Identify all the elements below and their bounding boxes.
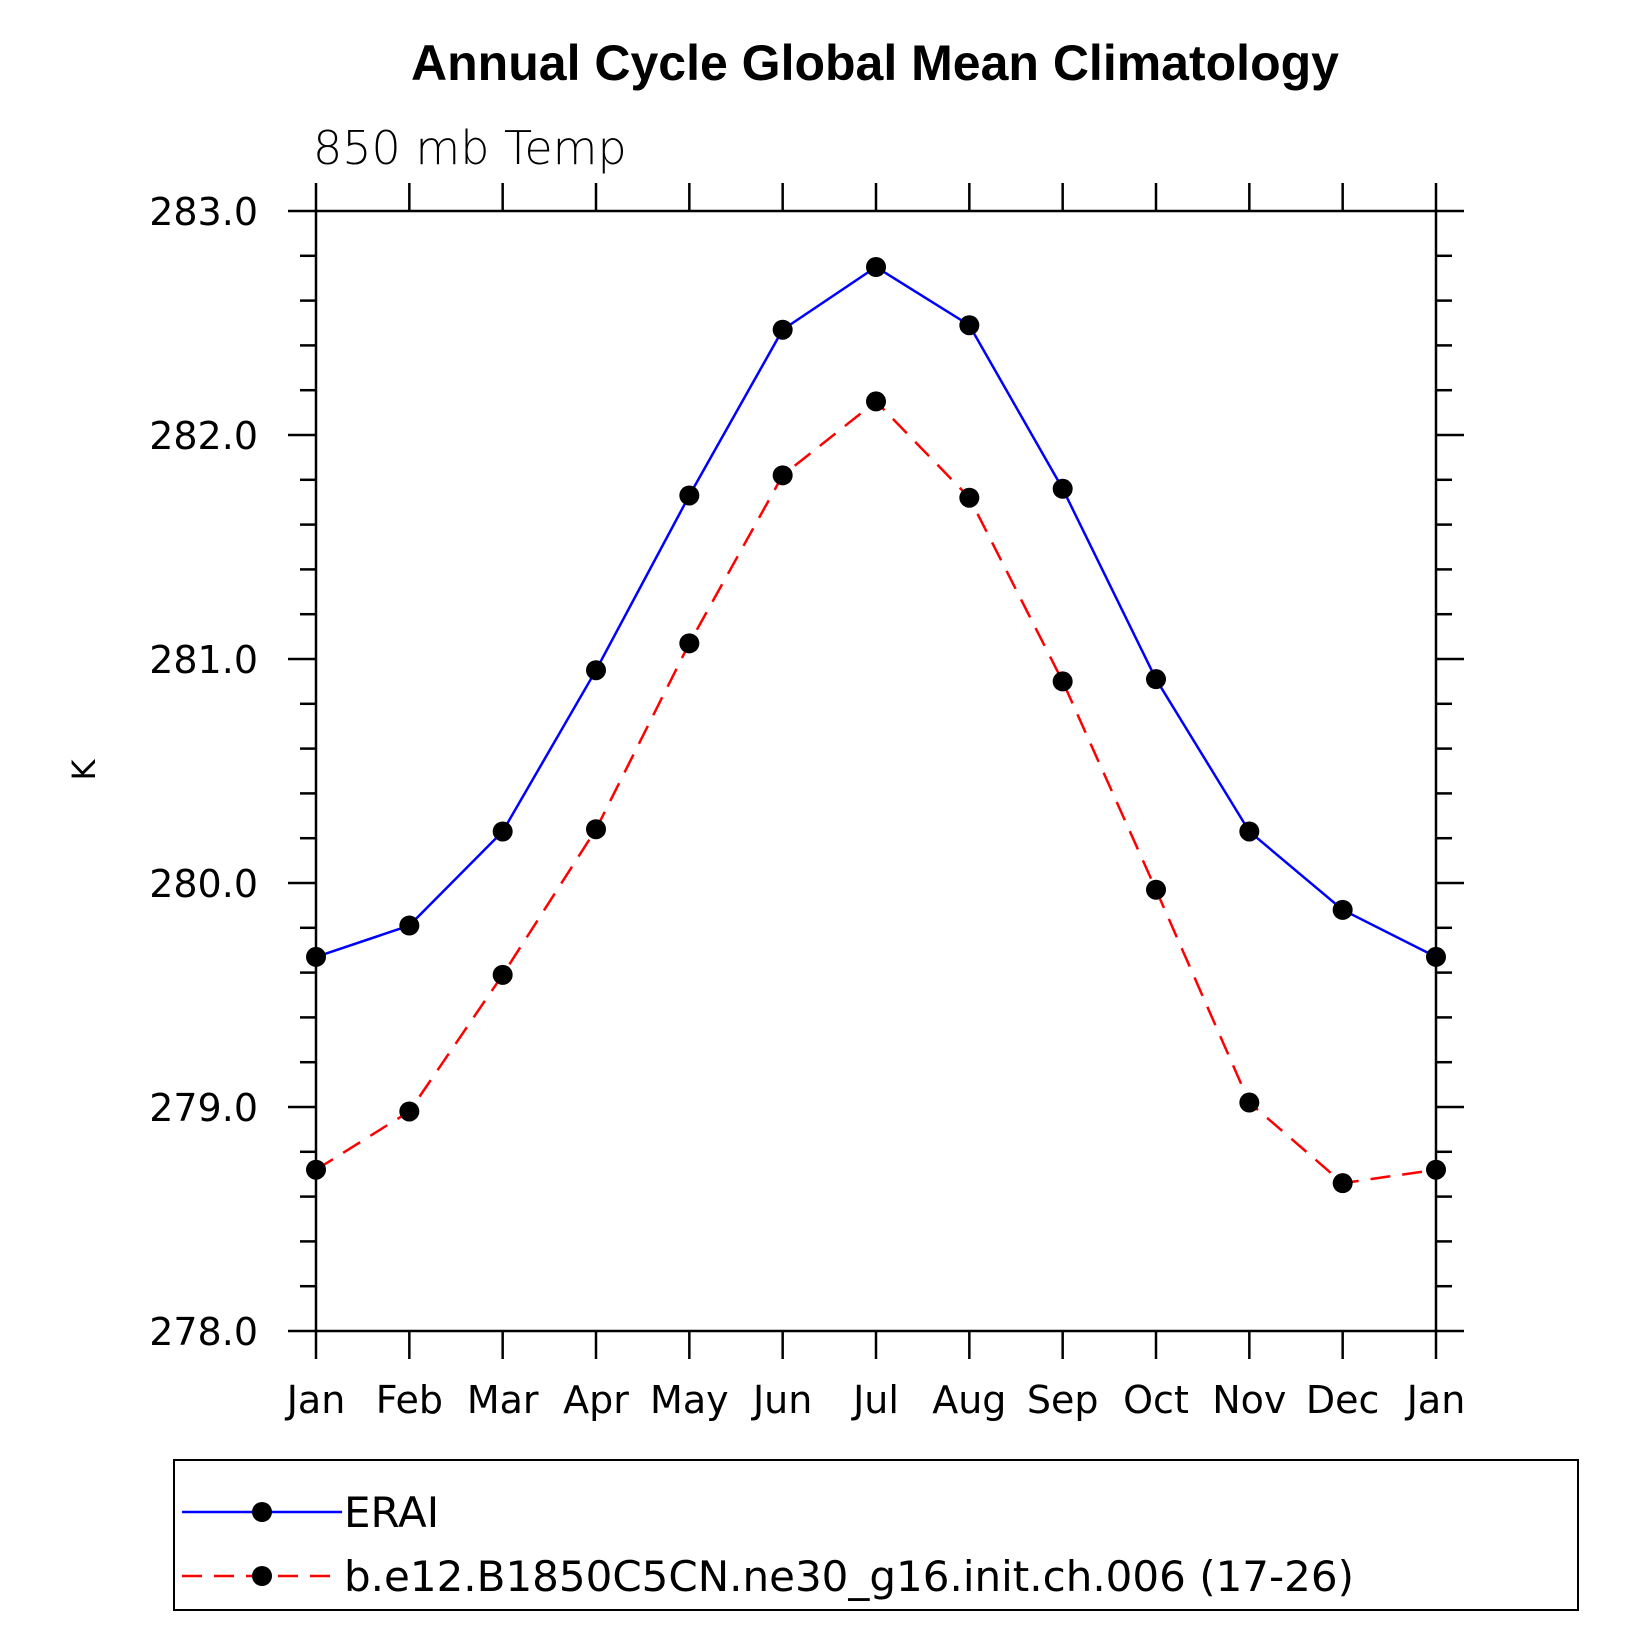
data-point	[866, 257, 886, 277]
series-line-1	[315, 265, 1437, 959]
data-point	[492, 964, 513, 985]
data-point	[679, 485, 700, 506]
x-tick-label: Jun	[751, 1378, 812, 1422]
data-point	[959, 315, 980, 336]
x-tick-label: Dec	[1306, 1378, 1380, 1422]
y-tick-label: 278.0	[149, 1310, 258, 1354]
data-point	[772, 465, 793, 486]
legend-items: ERAI b.e12.B1850C5CN.ne30_g16.init.ch.006…	[182, 1488, 1354, 1601]
data-point	[1426, 946, 1446, 967]
data-point	[1239, 821, 1260, 842]
data-point	[399, 915, 420, 936]
data-point	[492, 821, 513, 842]
x-tick-label: Feb	[376, 1378, 443, 1422]
y-tick-label: 281.0	[149, 638, 258, 682]
x-tick-label: Apr	[563, 1378, 629, 1422]
x-tick-label: Oct	[1123, 1378, 1189, 1422]
data-point	[1426, 1159, 1446, 1180]
data-point	[399, 1101, 420, 1122]
data-point	[1052, 671, 1073, 692]
x-tick-label: May	[650, 1378, 729, 1422]
legend-marker-1	[252, 1502, 272, 1522]
plot-area	[314, 209, 1438, 1333]
legend-label-2: b.e12.B1850C5CN.ne30_g16.init.ch.006 (17…	[344, 1552, 1354, 1601]
legend-box	[173, 1459, 1579, 1611]
x-tick-label: Sep	[1027, 1378, 1099, 1422]
legend: ERAI b.e12.B1850C5CN.ne30_g16.init.ch.006…	[173, 1459, 1579, 1611]
x-tick-label: Jan	[1405, 1378, 1466, 1422]
legend-label-1: ERAI	[344, 1488, 439, 1537]
y-tick-label: 279.0	[149, 1086, 258, 1130]
data-point	[586, 660, 606, 681]
chart-title: Annual Cycle Global Mean Climatology	[411, 35, 1339, 91]
data-point	[1332, 899, 1353, 920]
y-tick-label: 282.0	[149, 414, 258, 458]
series-layer	[306, 257, 1446, 1194]
data-point	[866, 391, 886, 412]
data-point	[1146, 669, 1166, 690]
y-axis-label: K	[65, 758, 103, 780]
y-ticks: 278.0 279.0 280.0 281.0 282.0 283.0	[149, 190, 1464, 1354]
legend-marker-2	[252, 1566, 272, 1586]
data-point	[1146, 879, 1166, 900]
series-line-2	[315, 399, 1437, 1185]
x-tick-label: Aug	[932, 1378, 1006, 1422]
x-tick-label: Jul	[851, 1378, 899, 1422]
data-point	[586, 819, 606, 840]
data-point	[1052, 478, 1073, 499]
data-point	[1332, 1173, 1353, 1194]
data-point	[1239, 1092, 1260, 1113]
data-point	[959, 487, 980, 508]
data-point	[306, 1159, 326, 1180]
data-point	[306, 946, 326, 967]
data-point	[772, 319, 793, 340]
data-point	[679, 633, 700, 654]
y-tick-label: 283.0	[149, 190, 258, 234]
chart-subtitle: 850 mb Temp	[313, 121, 627, 175]
y-tick-label: 280.0	[149, 862, 258, 906]
x-tick-label: Nov	[1212, 1378, 1286, 1422]
x-ticks: Jan Feb Mar Apr May Jun Jul Aug Sep Oct Nov Dec Jan	[285, 183, 1466, 1422]
x-tick-label: Mar	[467, 1378, 539, 1422]
x-tick-label: Jan	[285, 1378, 346, 1422]
